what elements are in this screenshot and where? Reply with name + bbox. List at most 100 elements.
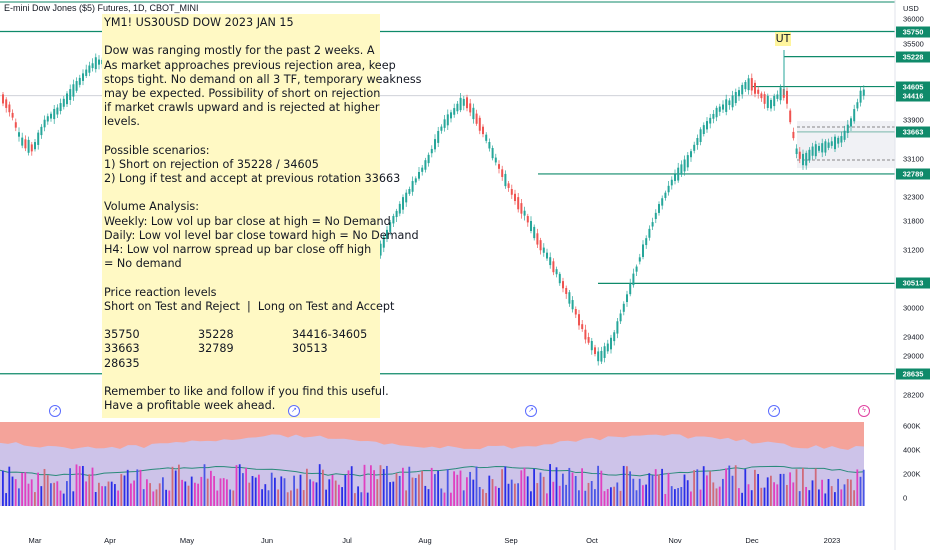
note-line — [104, 271, 380, 285]
candle-body — [827, 142, 830, 148]
price-tick: 33100 — [903, 154, 924, 164]
candle-body — [722, 104, 724, 110]
volume-bar — [674, 489, 676, 506]
candle-body — [613, 332, 616, 342]
candle-body — [792, 131, 795, 139]
candle-body — [750, 78, 753, 91]
level-price-box[interactable]: 34605 — [896, 81, 930, 93]
levels-cell: 30513 — [292, 342, 328, 356]
note-line: levels. — [104, 115, 140, 129]
candle-body — [555, 269, 558, 275]
volume-bar — [536, 483, 539, 506]
volume-bar — [638, 478, 641, 506]
volume-bar — [197, 483, 199, 506]
volume-bar — [501, 469, 503, 506]
volume-bar — [523, 467, 526, 506]
candle-body — [638, 257, 641, 262]
volume-bar — [331, 474, 334, 506]
volume-bar — [238, 464, 241, 506]
event-marker-icon[interactable]: ↗ — [768, 405, 780, 417]
volume-bar — [357, 486, 359, 506]
volume-bar — [808, 490, 811, 506]
level-price-box[interactable]: 30513 — [896, 277, 930, 289]
volume-bar — [786, 484, 788, 506]
note-line: may be expected. Possibility of short on… — [104, 86, 381, 100]
volume-bar — [34, 492, 36, 506]
level-price-box[interactable]: 35750 — [896, 26, 930, 37]
lightning-icon[interactable]: ϟ — [858, 405, 870, 417]
volume-bar — [459, 470, 462, 506]
candle-body — [699, 129, 702, 143]
volume-bar — [350, 466, 353, 506]
volume-bar — [114, 484, 116, 506]
note-line: Possible scenarios: — [104, 143, 210, 157]
note-line: 1) Short on rejection of 35228 / 34605 — [104, 157, 319, 171]
volume-bar — [578, 490, 580, 506]
volume-bar — [344, 475, 347, 506]
volume-bar — [498, 487, 500, 506]
candle-body — [398, 203, 401, 214]
volume-bar — [818, 489, 820, 506]
volume-bar — [747, 484, 750, 506]
volume-bar — [446, 469, 449, 506]
volume-bar — [507, 483, 510, 506]
analysis-note[interactable]: YM1! US30USD DOW 2023 JAN 15 Dow was rang… — [102, 14, 422, 418]
volume-bar — [56, 481, 59, 506]
candle-body — [600, 350, 603, 362]
event-marker-icon[interactable]: ↗ — [49, 405, 61, 417]
candle-body — [456, 103, 459, 112]
candle-body — [462, 98, 465, 106]
price-tick: 33900 — [903, 115, 924, 125]
volume-bar — [616, 482, 619, 506]
candle-body — [27, 139, 30, 153]
candle-body — [581, 324, 584, 330]
levels-cell: 35228 — [198, 328, 234, 342]
price-tick: 28200 — [903, 390, 924, 400]
volume-bar — [763, 487, 766, 506]
price-tick: 32300 — [903, 192, 924, 202]
volume-tick: 0 — [903, 493, 908, 503]
candle-body — [562, 281, 564, 289]
volume-bar — [494, 486, 497, 506]
candle-body — [805, 152, 808, 166]
volume-bar — [366, 492, 369, 506]
candle-body — [523, 210, 526, 216]
level-price-box[interactable]: 32789 — [896, 168, 930, 180]
level-price-box[interactable]: 35228 — [896, 51, 930, 63]
candle-body — [437, 130, 440, 143]
volume-bar — [277, 489, 279, 506]
candle-body — [795, 148, 798, 155]
level-price-box[interactable]: 28635 — [896, 368, 930, 380]
volume-bar — [299, 474, 302, 506]
volume-bar — [686, 480, 689, 506]
time-label: Sep — [504, 536, 518, 545]
price-tick: 31800 — [903, 216, 924, 226]
candle-body — [21, 137, 24, 146]
event-marker-icon[interactable]: ↗ — [288, 405, 300, 417]
levels-row: 33663 32789 30513 — [104, 342, 380, 356]
volume-bar — [322, 469, 324, 506]
volume-bar — [155, 489, 158, 506]
candle-body — [446, 114, 449, 126]
time-label: Oct — [586, 536, 598, 545]
volume-bar — [40, 486, 43, 506]
candle-body — [549, 257, 552, 266]
candle-body — [814, 144, 817, 157]
price-tick: 31200 — [903, 245, 924, 255]
candle-body — [824, 141, 827, 153]
candle-body — [610, 337, 612, 350]
levels-row: 28635 — [104, 357, 380, 371]
volume-bar — [88, 474, 91, 506]
volume-bar — [702, 466, 705, 506]
volume-bar — [648, 473, 651, 506]
volume-bar — [200, 476, 203, 506]
volume-bar — [734, 465, 737, 506]
candle-body — [702, 125, 705, 134]
volume-bar — [373, 470, 375, 506]
level-price-box[interactable]: 34416 — [896, 90, 930, 102]
volume-bar — [757, 474, 759, 506]
event-marker-icon[interactable]: ↗ — [525, 405, 537, 417]
level-price-box[interactable]: 33663 — [896, 126, 930, 138]
volume-bar — [216, 490, 219, 506]
